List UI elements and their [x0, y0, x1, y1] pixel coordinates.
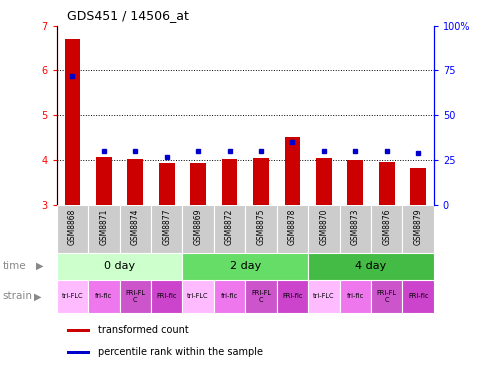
Bar — [308, 205, 340, 253]
Text: tri-FLC: tri-FLC — [187, 294, 209, 299]
Text: fri-flc: fri-flc — [347, 294, 364, 299]
Bar — [340, 280, 371, 313]
Bar — [190, 163, 206, 205]
Bar — [57, 280, 88, 313]
Text: fri-flc: fri-flc — [221, 294, 238, 299]
Text: GSM8877: GSM8877 — [162, 209, 171, 245]
Bar — [88, 205, 119, 253]
Bar — [402, 205, 434, 253]
Bar — [284, 137, 300, 205]
Text: ▶: ▶ — [35, 261, 43, 271]
Bar — [151, 205, 182, 253]
Bar — [371, 280, 402, 313]
Bar — [119, 205, 151, 253]
Bar — [245, 205, 277, 253]
Bar — [222, 159, 238, 205]
Text: GSM8868: GSM8868 — [68, 209, 77, 245]
Text: FRI-flc: FRI-flc — [156, 294, 177, 299]
Text: GSM8869: GSM8869 — [194, 209, 203, 245]
Text: ▶: ▶ — [34, 291, 41, 302]
Text: GSM8873: GSM8873 — [351, 209, 360, 245]
Text: tri-FLC: tri-FLC — [313, 294, 335, 299]
Bar — [277, 205, 308, 253]
Text: 2 day: 2 day — [230, 261, 261, 271]
Bar — [277, 280, 308, 313]
Bar — [245, 280, 277, 313]
Text: GSM8870: GSM8870 — [319, 209, 328, 245]
Bar — [253, 158, 269, 205]
Bar — [379, 163, 394, 205]
Text: 0 day: 0 day — [104, 261, 135, 271]
Text: 4 day: 4 day — [355, 261, 387, 271]
Text: strain: strain — [2, 291, 33, 302]
Text: FRI-flc: FRI-flc — [282, 294, 303, 299]
Bar — [159, 163, 175, 205]
Bar — [308, 280, 340, 313]
Text: GSM8874: GSM8874 — [131, 209, 140, 245]
Bar — [348, 160, 363, 205]
Text: transformed count: transformed count — [98, 325, 188, 335]
Text: percentile rank within the sample: percentile rank within the sample — [98, 347, 263, 357]
Bar — [214, 280, 246, 313]
Text: GDS451 / 14506_at: GDS451 / 14506_at — [67, 9, 188, 22]
Bar — [96, 157, 112, 205]
Text: GSM8879: GSM8879 — [414, 209, 423, 245]
Text: FRI-FL
C: FRI-FL C — [125, 290, 145, 303]
Bar — [410, 168, 426, 205]
Bar — [67, 329, 90, 332]
Text: GSM8872: GSM8872 — [225, 209, 234, 245]
Text: GSM8871: GSM8871 — [99, 209, 108, 245]
Bar — [88, 280, 119, 313]
Bar — [65, 39, 80, 205]
Bar — [67, 351, 90, 354]
Bar — [119, 280, 151, 313]
Bar — [340, 205, 371, 253]
Bar — [182, 253, 308, 280]
Text: tri-FLC: tri-FLC — [62, 294, 83, 299]
Bar — [57, 253, 182, 280]
Bar — [308, 253, 434, 280]
Text: FRI-FL
C: FRI-FL C — [377, 290, 397, 303]
Bar — [402, 280, 434, 313]
Text: GSM8876: GSM8876 — [382, 209, 391, 245]
Text: FRI-FL
C: FRI-FL C — [251, 290, 271, 303]
Text: time: time — [2, 261, 26, 271]
Bar — [182, 280, 214, 313]
Bar — [151, 280, 182, 313]
Bar — [214, 205, 246, 253]
Bar — [371, 205, 402, 253]
Bar — [182, 205, 214, 253]
Bar — [57, 205, 88, 253]
Bar — [127, 159, 143, 205]
Text: FRI-flc: FRI-flc — [408, 294, 428, 299]
Text: fri-flc: fri-flc — [95, 294, 112, 299]
Bar — [316, 158, 332, 205]
Text: GSM8875: GSM8875 — [256, 209, 266, 245]
Text: GSM8878: GSM8878 — [288, 209, 297, 245]
